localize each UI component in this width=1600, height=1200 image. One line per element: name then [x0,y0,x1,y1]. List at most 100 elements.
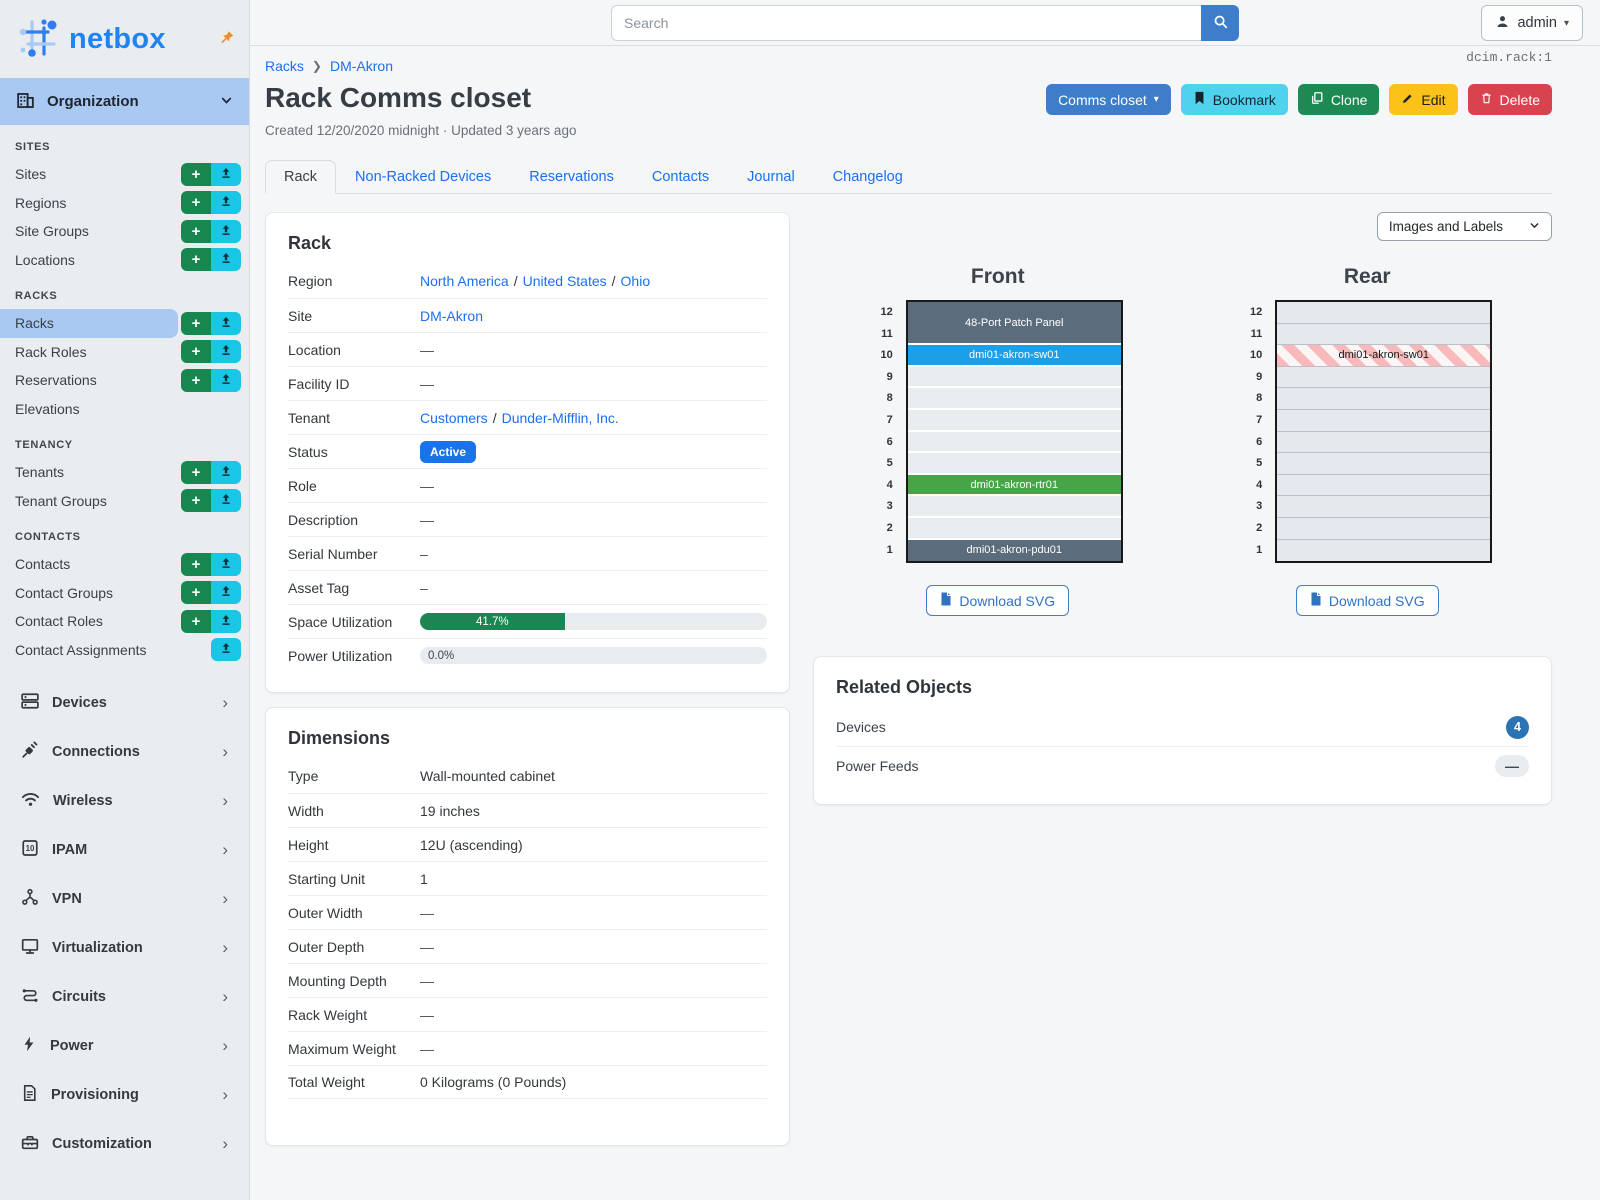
add-button[interactable]: + [181,609,211,633]
add-button[interactable]: + [181,248,211,271]
tab-contacts[interactable]: Contacts [651,169,710,185]
rack-unit-empty[interactable] [1277,453,1491,475]
related-row-power-feeds[interactable]: Power Feeds — [836,746,1529,784]
rack-unit-empty[interactable] [1277,409,1491,432]
sidebar-item-contacts[interactable]: Contacts + [0,550,249,579]
rack-unit-empty[interactable] [1277,302,1491,324]
download-svg-button[interactable]: Download SVG [926,585,1070,617]
sidebar-module-ipam[interactable]: 10 IPAM › [0,825,249,874]
search-button[interactable] [1201,4,1239,41]
import-button[interactable] [211,162,241,186]
sidebar-item-tenant-groups[interactable]: Tenant Groups + [0,487,249,516]
search-input[interactable] [611,4,1201,41]
tab-changelog[interactable]: Changelog [832,169,903,185]
import-button[interactable] [211,248,241,271]
user-menu-button[interactable]: admin ▾ [1481,5,1583,41]
sidebar-item-elevations[interactable]: Elevations [0,395,249,424]
add-button[interactable]: + [181,191,211,214]
rack-unit-empty[interactable] [907,409,1121,432]
sidebar-item-regions[interactable]: Regions + [0,189,249,218]
rack-unit-empty[interactable] [907,388,1121,410]
add-button[interactable]: + [181,368,211,392]
sidebar-module-virtualization[interactable]: Virtualization › [0,923,249,972]
add-button[interactable]: + [181,219,211,243]
link[interactable]: United States [522,273,607,289]
sidebar-item-sites[interactable]: Sites + [0,160,249,189]
rack-unit-dmi01-akron-rtr01[interactable]: dmi01-akron-rtr01 [907,474,1121,497]
import-button[interactable] [211,552,241,576]
rack-unit-empty[interactable] [1277,517,1491,540]
sidebar-module-devices[interactable]: Devices › [0,678,249,727]
sidebar-module-organization[interactable]: Organization [0,78,249,125]
rack-unit-dmi01-akron-pdu01[interactable]: dmi01-akron-pdu01 [907,539,1121,562]
import-button[interactable] [211,191,241,214]
rack-unit-empty[interactable] [907,496,1121,518]
add-button[interactable]: + [181,162,211,186]
import-button[interactable] [211,340,241,363]
tab-journal[interactable]: Journal [747,169,795,185]
link[interactable]: North America [420,273,509,289]
bookmark-button[interactable]: Bookmark [1180,84,1288,115]
import-button[interactable] [211,460,241,484]
import-button[interactable] [211,368,241,392]
rack-unit-empty[interactable] [1277,366,1491,389]
pin-icon[interactable] [213,27,238,52]
sidebar-item-contact-roles[interactable]: Contact Roles + [0,607,249,636]
breadcrumb-site[interactable]: DM-Akron [329,58,393,74]
sidebar-item-contact-assignments[interactable]: Contact Assignments [0,636,249,665]
import-button[interactable] [211,311,241,335]
rack-unit-48-port-patch-panel[interactable]: 48-Port Patch Panel [907,302,1121,346]
import-button[interactable] [211,609,241,633]
add-button[interactable]: + [181,552,211,576]
rename-button[interactable]: Comms closet ▾ [1046,84,1171,115]
sidebar-item-tenants[interactable]: Tenants + [0,458,249,487]
sidebar-item-site-groups[interactable]: Site Groups + [0,217,249,246]
edit-button[interactable]: Edit [1389,84,1458,115]
link[interactable]: Dunder-Mifflin, Inc. [501,409,619,426]
sidebar-item-rack-roles[interactable]: Rack Roles + [0,338,249,367]
sidebar-item-racks[interactable]: Racks + [0,309,249,338]
sidebar-item-locations[interactable]: Locations + [0,246,249,275]
sidebar-item-contact-groups[interactable]: Contact Groups + [0,579,249,608]
sidebar-module-connections[interactable]: Connections › [0,727,249,776]
rack-unit-empty[interactable] [907,517,1121,540]
add-button[interactable]: + [181,311,211,335]
rack-unit-empty[interactable] [1277,323,1491,346]
rack-unit-empty[interactable] [1277,431,1491,454]
sidebar-module-vpn[interactable]: VPN › [0,874,249,923]
rack-unit-empty[interactable] [907,366,1121,389]
sidebar-module-provisioning[interactable]: Provisioning › [0,1070,249,1119]
link[interactable]: DM-Akron [420,307,484,324]
download-svg-button[interactable]: Download SVG [1295,585,1439,617]
rack-unit-empty[interactable] [1277,496,1491,518]
rack-unit-dmi01-akron-sw01[interactable]: dmi01-akron-sw01 [907,345,1121,367]
add-button[interactable]: + [181,340,211,363]
tab-rack[interactable]: Rack [265,160,337,194]
add-button[interactable]: + [181,581,211,604]
tab-non-racked-devices[interactable]: Non-Racked Devices [355,169,492,185]
sidebar-module-power[interactable]: Power › [0,1021,249,1070]
sidebar-item-reservations[interactable]: Reservations + [0,366,249,395]
rack-unit-empty[interactable] [1277,474,1491,497]
import-button[interactable] [211,489,241,512]
add-button[interactable]: + [181,489,211,512]
rack-unit-empty[interactable] [1277,388,1491,410]
clone-button[interactable]: Clone [1297,84,1380,115]
sidebar-module-circuits[interactable]: Circuits › [0,972,249,1021]
delete-button[interactable]: Delete [1467,84,1552,115]
rack-unit-empty[interactable] [907,431,1121,454]
rack-unit-dmi01-akron-sw01[interactable]: dmi01-akron-sw01 [1277,345,1491,367]
link[interactable]: Customers [420,409,488,426]
elevation-view-select[interactable]: Images and Labels [1376,212,1552,241]
add-button[interactable]: + [181,460,211,484]
breadcrumb-racks[interactable]: Racks [265,58,304,74]
rack-unit-empty[interactable] [907,453,1121,475]
import-button[interactable] [211,219,241,243]
import-button[interactable] [211,581,241,604]
import-button[interactable] [211,638,241,661]
link[interactable]: Ohio [620,273,651,289]
sidebar-module-wireless[interactable]: Wireless › [0,776,249,825]
tab-reservations[interactable]: Reservations [529,169,614,185]
related-row-devices[interactable]: Devices 4 [836,708,1529,746]
rack-unit-empty[interactable] [1277,539,1491,562]
